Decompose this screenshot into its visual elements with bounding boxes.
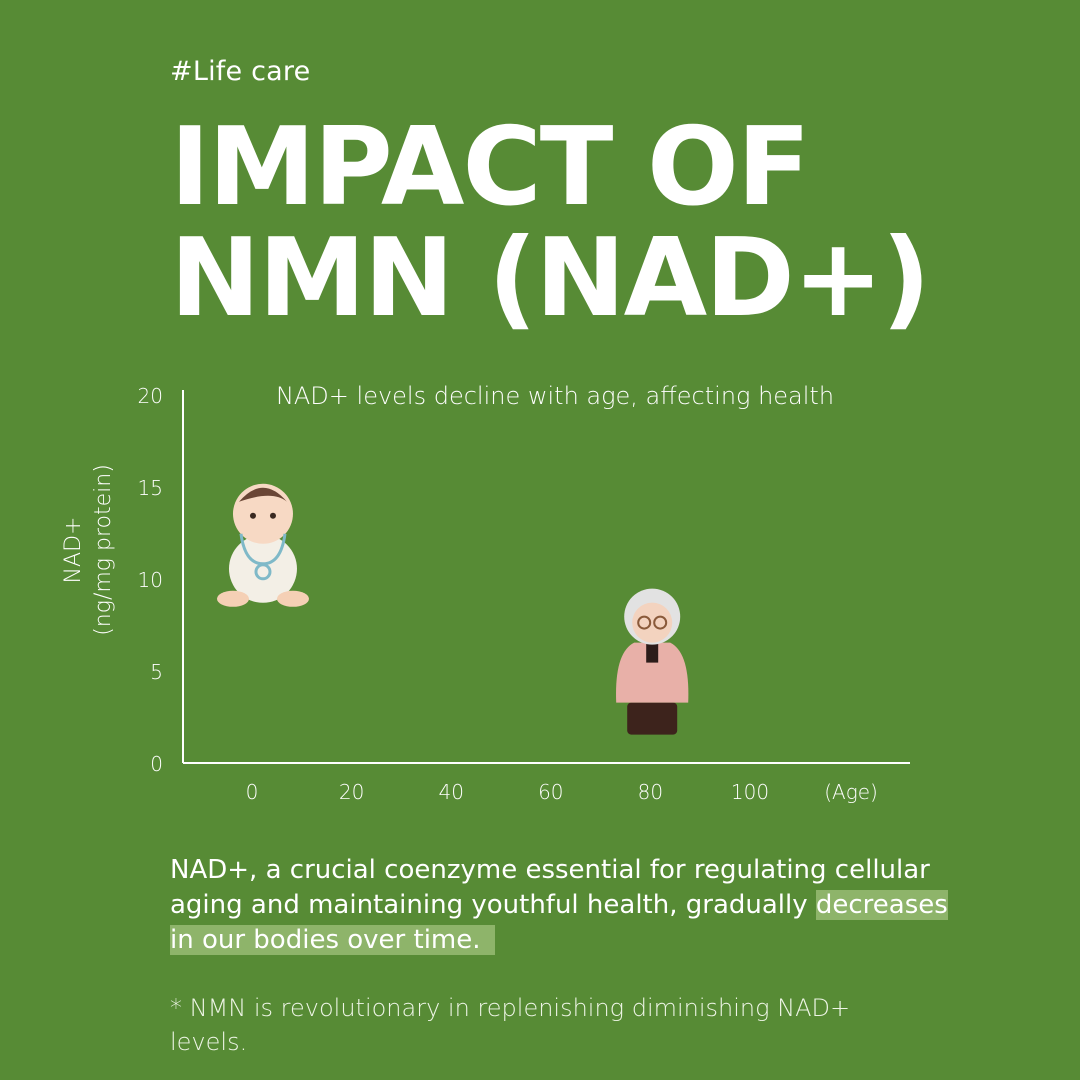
y-axis-label-line-2: (ng/mg protein) [91,464,116,636]
y-tick-label: 0 [150,752,163,776]
chart-title: NAD+ levels decline with age, affecting … [276,382,834,410]
x-tick-label: 20 [339,780,364,804]
nad-age-chart: 0 5 10 15 20 0 20 40 60 80 100 (Age) NAD+ levels dec… [61,382,910,804]
elder-skirt [627,702,678,735]
baby-eye-right [269,512,276,519]
baby-stethoscope-disc [254,563,272,581]
x-axis-label: (Age) [824,780,878,804]
description-text: NAD+, a crucial coenzyme essential for r… [170,855,930,920]
description-paragraph: NAD+, a crucial coenzyme essential for r… [170,853,950,958]
elder-collar [646,642,659,663]
baby-hair [238,487,287,502]
x-tick-label: 100 [731,780,769,804]
x-tick-label: 40 [438,780,463,804]
elder-coat [616,642,689,703]
y-tick-label: 15 [138,476,163,500]
x-tick-label: 60 [538,780,563,804]
y-tick-label: 20 [138,384,163,408]
elder-glasses-left [637,615,652,630]
y-axis-label-line-1: NAD+ [61,517,86,584]
footnote: * NMN is revolutionary in replenishing d… [170,994,851,1056]
elder-face [632,602,673,643]
y-tick-label: 10 [138,568,163,592]
x-tick-label: 80 [638,780,663,804]
baby-foot-left [216,590,249,607]
page-title: IMPACT OF NMN (NAD+) [170,112,1050,334]
baby-eye-left [249,512,256,519]
baby-figure [216,483,309,607]
y-tick-label: 5 [150,660,163,684]
x-tick-label: 0 [246,780,259,804]
elderly-figure [616,588,689,735]
title-line-1: IMPACT OF [170,105,811,230]
hashtag-label: #Life care [170,56,311,87]
title-line-2: NMN (NAD+) [170,216,931,341]
elder-glasses-right [653,615,668,630]
baby-foot-right [276,590,309,607]
